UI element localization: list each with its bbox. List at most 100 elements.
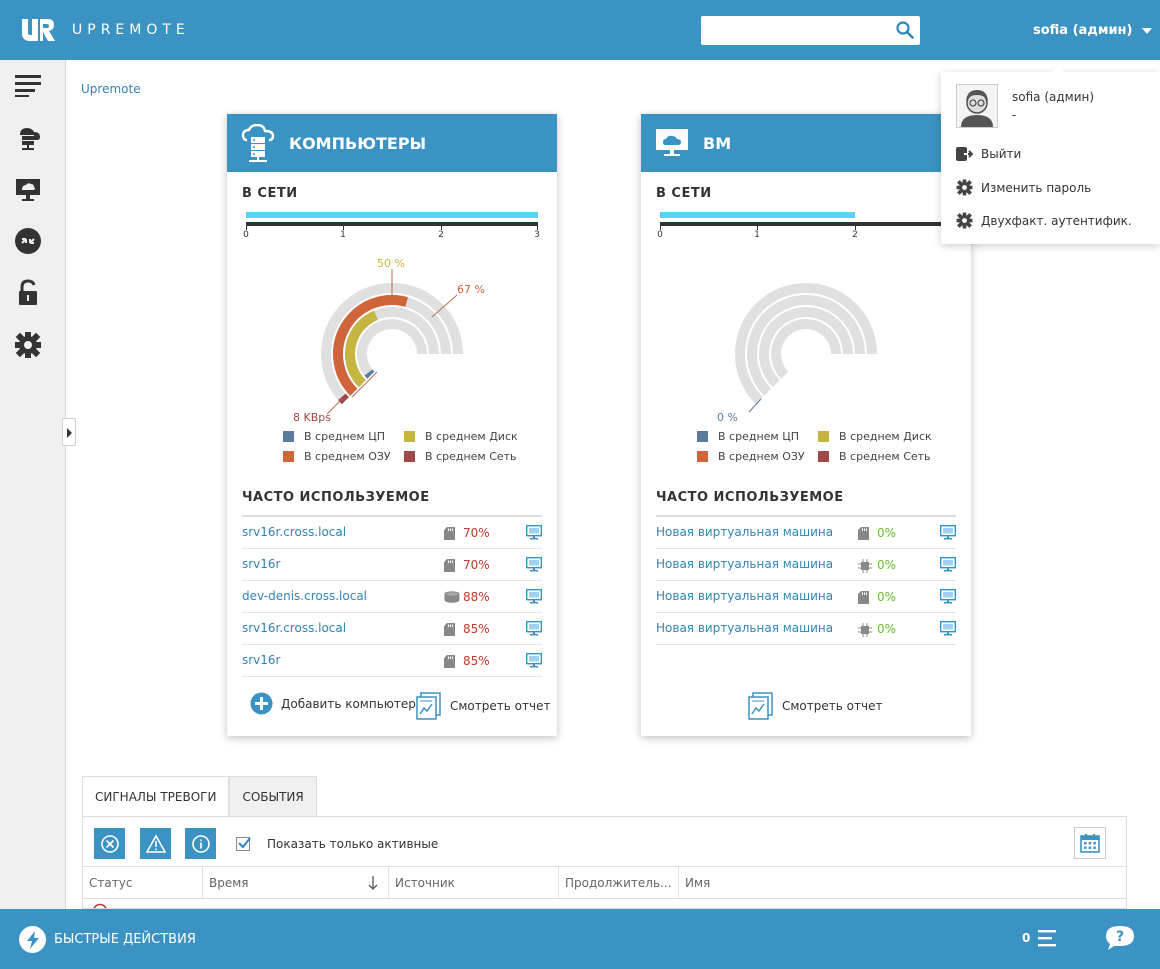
- tab-events[interactable]: СОБЫТИЯ: [229, 776, 317, 817]
- usage-value: 85%: [463, 654, 490, 668]
- info-filter-button[interactable]: [185, 828, 216, 859]
- cpu-gauge-track: [357, 319, 427, 379]
- online-bar-axis: [660, 222, 952, 226]
- remote-connect-monitor-icon[interactable]: [939, 524, 957, 540]
- unlock-icon[interactable]: [13, 278, 43, 308]
- tab-alarms[interactable]: СИГНАЛЫ ТРЕВОГИ: [82, 776, 230, 817]
- remote-connect-monitor-icon[interactable]: [939, 556, 957, 572]
- help-icon[interactable]: ?: [1104, 925, 1136, 951]
- col-duration[interactable]: Продолжитель...: [559, 867, 679, 900]
- dropdown-user-name: sofia (админ): [1012, 90, 1095, 104]
- net-gauge-track: [735, 283, 877, 405]
- item-link[interactable]: Новая виртуальная машина: [656, 589, 834, 603]
- view-report-button[interactable]: Смотреть отчет: [416, 692, 550, 720]
- change-password-item[interactable]: Изменить пароль: [956, 179, 1091, 196]
- bar-tick: [246, 222, 247, 230]
- add-computer-button[interactable]: Добавить компьютер: [250, 692, 416, 715]
- legend-cpu: В среднем ЦП: [697, 430, 799, 443]
- memory-icon: [858, 527, 870, 540]
- logo[interactable]: UPREMOTE: [20, 17, 190, 43]
- remote-connect-monitor-icon[interactable]: [525, 524, 543, 540]
- frequent-list: srv16r.cross.local 70% srv16r 70% dev-denis.…: [242, 515, 543, 677]
- gauge-leader-line: [326, 398, 343, 415]
- list-item: Новая виртуальная машина 0%: [656, 549, 957, 581]
- clear-alarm-button[interactable]: [94, 828, 125, 859]
- caret-down-icon: [1142, 27, 1153, 34]
- disk-icon: [444, 591, 460, 603]
- online-bar: 0 1 2 3: [243, 212, 540, 242]
- settings-gear-icon[interactable]: [13, 330, 43, 360]
- disk-gauge-track: [759, 307, 853, 388]
- computers-card-header[interactable]: КОМПЬЮТЕРЫ: [227, 114, 557, 172]
- sidebar: [0, 60, 66, 909]
- item-link[interactable]: Новая виртуальная машина: [656, 525, 834, 539]
- item-link[interactable]: srv16r: [242, 557, 281, 571]
- notification-count: 0: [1022, 931, 1031, 945]
- remote-connect-monitor-icon[interactable]: [525, 652, 543, 668]
- list-item: srv16r.cross.local 70%: [242, 517, 543, 549]
- list-item: Новая виртуальная машина 0%: [656, 613, 957, 645]
- alarm-status-icon: [93, 903, 107, 908]
- user-menu[interactable]: sofia (админ): [1033, 23, 1153, 38]
- show-active-checkbox[interactable]: [236, 837, 251, 851]
- cpu-gauge-arc: [364, 369, 375, 379]
- computers-card: КОМПЬЮТЕРЫ В СЕТИ 0 1 2 3 50 % 67 % 8 KB…: [227, 114, 557, 736]
- legend-disk: В среднем Диск: [818, 430, 932, 443]
- cpu-icon: [858, 623, 872, 637]
- close-circle-icon: [100, 834, 119, 853]
- remote-connect-monitor-icon[interactable]: [525, 620, 543, 636]
- legend-disk: В среднем Диск: [404, 430, 518, 443]
- col-time[interactable]: Время: [203, 867, 389, 900]
- calendar-button[interactable]: [1074, 827, 1106, 859]
- frequent-title: ЧАСТО ИСПОЛЬЗУЕМОЕ: [242, 490, 430, 505]
- tick-label: 2: [852, 230, 858, 240]
- search-icon[interactable]: [896, 21, 914, 39]
- upremote-logo-icon: [22, 19, 55, 41]
- list-icon[interactable]: [1038, 930, 1058, 948]
- col-source[interactable]: Источник: [389, 867, 559, 900]
- report-icon: [748, 692, 773, 720]
- vm-card-header[interactable]: ВМ: [641, 114, 971, 172]
- bottom-bar: БЫСТРЫЕ ДЕЙСТВИЯ 0 ?: [0, 909, 1160, 969]
- remote-connect-monitor-icon[interactable]: [939, 620, 957, 636]
- cloud-monitor-icon[interactable]: [13, 174, 43, 204]
- breadcrumb[interactable]: Upremote: [81, 82, 141, 96]
- logout-item[interactable]: Выйти: [956, 147, 1021, 161]
- disk-gauge-arc: [345, 310, 379, 388]
- ram-gauge-track: [747, 295, 865, 396]
- quick-actions-button[interactable]: БЫСТРЫЕ ДЕЙСТВИЯ: [19, 926, 196, 953]
- net-gauge-track: [321, 283, 463, 405]
- tick-label: 1: [754, 230, 760, 240]
- remote-connect-monitor-icon[interactable]: [525, 588, 543, 604]
- menu-icon[interactable]: [13, 70, 43, 100]
- memory-icon: [858, 591, 870, 604]
- sidebar-expand-toggle[interactable]: [62, 418, 76, 446]
- gear-icon: [956, 212, 973, 229]
- memory-icon: [444, 623, 456, 636]
- col-status[interactable]: Статус: [83, 867, 203, 900]
- item-link[interactable]: srv16r.cross.local: [242, 621, 347, 635]
- item-link[interactable]: Новая виртуальная машина: [656, 557, 834, 571]
- cloud-servers-icon[interactable]: [13, 122, 43, 152]
- bar-tick: [757, 222, 758, 230]
- item-link[interactable]: Новая виртуальная машина: [656, 621, 834, 635]
- item-link[interactable]: dev-denis.cross.local: [242, 589, 368, 603]
- usage-value: 0%: [877, 622, 897, 636]
- gauge-leader-line: [431, 294, 458, 318]
- remote-connect-monitor-icon[interactable]: [939, 588, 957, 604]
- gauge-leader-line: [351, 371, 378, 398]
- logo-text: UPREMOTE: [72, 22, 190, 38]
- search-box[interactable]: [701, 16, 920, 45]
- online-bar-fill: [660, 212, 855, 218]
- resource-gauge: 0 %: [717, 283, 877, 424]
- remote-connect-monitor-icon[interactable]: [525, 556, 543, 572]
- col-name[interactable]: Имя: [685, 876, 711, 890]
- tick-label: 0: [243, 230, 249, 240]
- item-link[interactable]: srv16r: [242, 653, 281, 667]
- remote-connect-icon[interactable]: [13, 226, 43, 256]
- view-report-button[interactable]: Смотреть отчет: [748, 692, 882, 720]
- two-factor-item[interactable]: Двухфакт. аутентифик.: [956, 212, 1132, 229]
- online-bar-fill: [246, 212, 538, 218]
- item-link[interactable]: srv16r.cross.local: [242, 525, 347, 539]
- warning-filter-button[interactable]: [140, 828, 171, 859]
